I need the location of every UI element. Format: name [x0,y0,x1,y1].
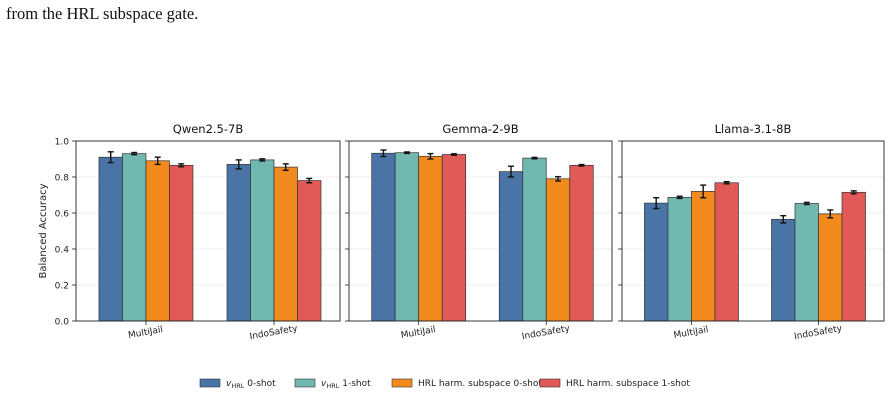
x-tick-label: MultiJail [127,325,163,341]
bar [98,156,123,322]
legend-swatch [199,378,221,388]
panel-frame [621,140,885,322]
bar [297,180,322,322]
panel-title: Llama-3.1-8B [715,122,792,136]
bar [644,202,669,322]
bar [691,191,716,322]
bar [522,157,547,322]
bar [545,178,571,322]
bar [169,164,194,322]
bar [394,152,420,322]
x-tick-label: MultiJail [400,325,436,341]
bar [441,154,467,322]
legend-swatch [539,378,561,388]
bar [250,159,275,322]
legend-label: HRL harm. subspace 0-shot [418,379,542,389]
bar [371,152,396,322]
y-tick-label: 0.2 [55,282,69,292]
bar [122,153,147,322]
legend-label: HRL harm. subspace 1-shot [566,379,690,389]
bar [771,218,796,322]
x-tick-label: IndoSafety [521,324,571,342]
bar [418,155,443,322]
x-tick-label: MultiJail [673,325,709,341]
y-tick-label: 0.6 [55,210,70,220]
bar [273,166,298,322]
x-tick-label: IndoSafety [793,324,843,342]
figure-caption: from the HRL subspace gate. [6,4,199,23]
legend-swatch [391,378,413,388]
bar [226,164,251,322]
panel-frame [348,140,613,322]
bar [498,171,524,322]
bar [794,203,819,322]
x-tick-label: IndoSafety [249,324,299,342]
bar [145,160,170,322]
bar [569,164,594,322]
panel-frame [75,140,341,322]
bar [818,213,843,322]
y-tick-label: 1.0 [55,138,70,148]
y-tick-label: 0.8 [55,174,70,184]
legend-label: vHRL 1-shot [321,379,371,390]
y-tick-label: 0.0 [55,318,70,328]
y-tick-label: 0.4 [55,246,70,256]
bar [667,196,692,322]
panel-title: Qwen2.5-7B [173,122,244,136]
bar [714,182,739,322]
panel-title: Gemma-2-9B [442,122,518,136]
y-axis-label: Balanced Accuracy [38,183,49,278]
legend-swatch [294,378,316,388]
bar [841,191,866,322]
legend-label: vHRL 0-shot [226,379,276,390]
